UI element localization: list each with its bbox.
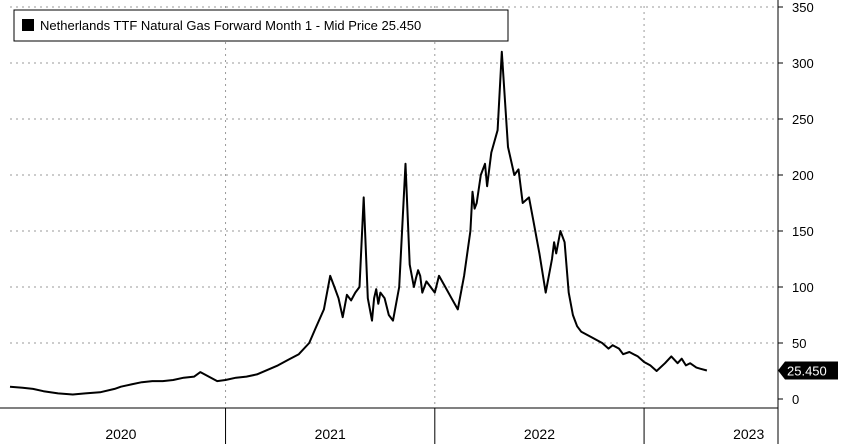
y-tick-label: 150 bbox=[792, 224, 814, 239]
y-tick-label: 0 bbox=[792, 392, 799, 407]
series-layer: 25.450 bbox=[9, 50, 838, 396]
legend: Netherlands TTF Natural Gas Forward Mont… bbox=[13, 9, 509, 42]
gridlines bbox=[10, 6, 778, 408]
legend-swatch bbox=[22, 19, 34, 31]
legend-label: Netherlands TTF Natural Gas Forward Mont… bbox=[40, 18, 421, 33]
y-tick-label: 200 bbox=[792, 168, 814, 183]
last-value-badge-shape bbox=[778, 361, 838, 380]
x-tick-label: 2022 bbox=[524, 426, 555, 442]
last-value-label: 25.450 bbox=[787, 363, 827, 378]
y-tick-label: 100 bbox=[792, 280, 814, 295]
y-tick-label: 300 bbox=[792, 56, 814, 71]
axes: 0 50 100 150 200 250 300 350 2020 2021 2022 2023 bbox=[0, 0, 814, 444]
x-tick-label: 2023 bbox=[733, 426, 764, 442]
legend-box bbox=[13, 9, 509, 42]
y-tick-label: 250 bbox=[792, 112, 814, 127]
series-line bbox=[9, 50, 708, 396]
last-value-badge: 25.450 bbox=[778, 361, 838, 380]
x-tick-label: 2020 bbox=[105, 426, 136, 442]
x-tick-label: 2021 bbox=[315, 426, 346, 442]
y-tick-label: 350 bbox=[792, 0, 814, 15]
y-tick-label: 50 bbox=[792, 336, 806, 351]
